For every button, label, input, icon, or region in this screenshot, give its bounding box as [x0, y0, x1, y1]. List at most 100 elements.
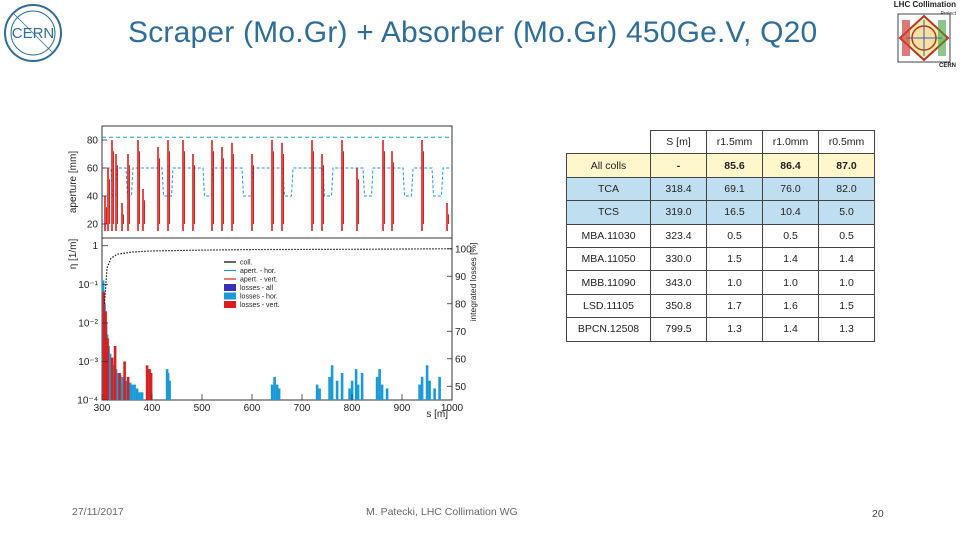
loss-bar-hor [328, 376, 331, 400]
loss-bar-hor [128, 382, 132, 400]
aperture-hor-line [102, 167, 452, 197]
loss-bar-hor [356, 384, 360, 400]
loss-bar-hor [124, 380, 128, 400]
loss-bar-vert [145, 365, 149, 400]
table-cell-s: 318.4 [650, 176, 707, 202]
x-tick-label: 500 [194, 403, 211, 414]
loss-bar-vert [106, 338, 109, 400]
table-header-cell: S [m] [650, 129, 707, 155]
legend-label: apert. - hor. [240, 268, 276, 275]
loss-bar-hor [420, 376, 424, 400]
legend-swatch [224, 301, 236, 308]
losses-y-label: η [1/m] [68, 239, 79, 270]
x-tick-label: 400 [144, 403, 161, 414]
cern-logo-text: CERN [12, 25, 55, 42]
loss-bar-hor [116, 373, 120, 400]
integrated-losses-curve [103, 248, 453, 304]
x-axis-label: s [m] [426, 409, 448, 420]
loss-bar-hor [168, 380, 171, 400]
table-cell-name: TCS [566, 200, 651, 225]
loss-bar-hor [385, 388, 389, 400]
table-cell-s: 319.0 [650, 200, 707, 225]
cern-logo: CERN [4, 4, 62, 62]
table-cell-s: 350.8 [650, 293, 707, 319]
table-cell-r10: 1.0 [762, 270, 819, 295]
table-cell-s: 799.5 [650, 317, 707, 342]
integrated-y-label: integrated losses [%] [468, 243, 478, 322]
aperture-y-label: aperture [mm] [68, 151, 79, 213]
table-row: All colls -85.6 86.4 87.0 [566, 153, 875, 178]
table-cell-s: 323.4 [650, 223, 707, 248]
lhc-logo-cern: CERN [938, 63, 956, 69]
table-cell-r10: 1.4 [762, 246, 819, 272]
loss-bar-hor [438, 376, 441, 400]
slide-title: Scraper (Mo.Gr) + Absorber (Mo.Gr) 450Ge… [128, 16, 818, 49]
loss-bar-hor [277, 388, 281, 400]
collimator-emblem-icon [897, 13, 951, 63]
table-cell-r05: 5.0 [818, 200, 875, 225]
loss-bar-vert [102, 292, 105, 400]
table-row: BPCN.12508 799.5 1.3 1.4 1.3 [566, 317, 875, 342]
table-cell-r10: 86.4 [762, 153, 819, 178]
table-cell-s: 343.0 [650, 270, 707, 295]
loss-bar-hor [135, 388, 139, 400]
loss-bar-hor [340, 373, 344, 400]
loss-bar-hor [375, 376, 379, 400]
table-cell-r15: 69.1 [706, 176, 763, 202]
loss-bar-hor [130, 384, 134, 400]
table-cell-r05: 1.3 [818, 317, 875, 342]
table-cell-name: MBA.11030 [566, 223, 651, 248]
table-cell-r10: 10.4 [762, 200, 819, 225]
table-cell-name: TCA [566, 176, 651, 202]
footer-author: M. Patecki, LHC Collimation WG [366, 506, 518, 518]
loss-bar-vert [104, 311, 107, 400]
loss-bar-vert [123, 361, 126, 400]
table-header-cell [566, 130, 651, 155]
loss-bar-hor [350, 380, 354, 400]
loss-bar-vert [118, 373, 121, 400]
aperture-y-tick-label: 20 [87, 220, 99, 231]
loss-bar-hor [120, 376, 124, 400]
table-header-row: S [m] r1.5mm r1.0mm r0.5mm [566, 129, 875, 155]
integrated-y-tick-label: 60 [455, 354, 467, 365]
table-cell-r05: 1.5 [818, 293, 875, 319]
table-header-cell: r1.0mm [762, 129, 819, 155]
table-cell-s: - [650, 153, 707, 178]
table-cell-r05: 82.0 [818, 176, 875, 202]
losses-y-tick-label: 10⁻² [78, 318, 98, 329]
table-cell-r15: 1.3 [706, 317, 763, 342]
table-cell-r10: 1.4 [762, 317, 819, 342]
x-tick-label: 800 [344, 403, 361, 414]
loss-bar-hor [433, 388, 436, 400]
table-cell-r15: 16.5 [706, 200, 763, 225]
table-row: TCS 319.0 16.5 10.4 5.0 [566, 200, 875, 225]
loss-bar-hor [140, 392, 144, 400]
loss-bar-hor [348, 388, 351, 400]
legend-label: apert. - vert. [240, 277, 278, 284]
aperture-panel-frame [101, 125, 453, 239]
loss-bar-hor [378, 369, 381, 400]
x-tick-label: 300 [94, 403, 111, 414]
table-cell-name: MBA.11050 [566, 246, 651, 272]
losses-y-tick-label: 10⁻⁴ [77, 396, 98, 407]
table-cell-r05: 1.4 [818, 246, 875, 272]
legend-swatch [224, 284, 236, 291]
integrated-y-tick-label: 100 [455, 244, 472, 255]
loss-bar-hor [275, 384, 279, 400]
aperture-y-tick-label: 60 [87, 164, 99, 175]
loss-bar-vert [149, 373, 153, 400]
losses-y-tick-label: 10⁻¹ [78, 280, 98, 291]
integrated-y-tick-label: 80 [455, 299, 467, 310]
table-cell-r10: 0.5 [762, 223, 819, 248]
losses-y-tick-label: 10⁻³ [78, 357, 98, 368]
table-row: LSD.11105 350.8 1.7 1.6 1.5 [566, 293, 875, 319]
legend-swatch [224, 292, 236, 300]
table-cell-r05: 1.0 [818, 270, 875, 295]
loss-bar-hor [330, 365, 334, 400]
aperture-y-tick-label: 40 [87, 192, 99, 203]
table-row: MBA.11050 330.0 1.5 1.4 1.4 [566, 246, 875, 272]
loss-bar-hor [270, 384, 274, 400]
table-cell-r15: 1.7 [706, 293, 763, 319]
table-cell-r10: 76.0 [762, 176, 819, 202]
loss-bar-hor [380, 384, 384, 400]
